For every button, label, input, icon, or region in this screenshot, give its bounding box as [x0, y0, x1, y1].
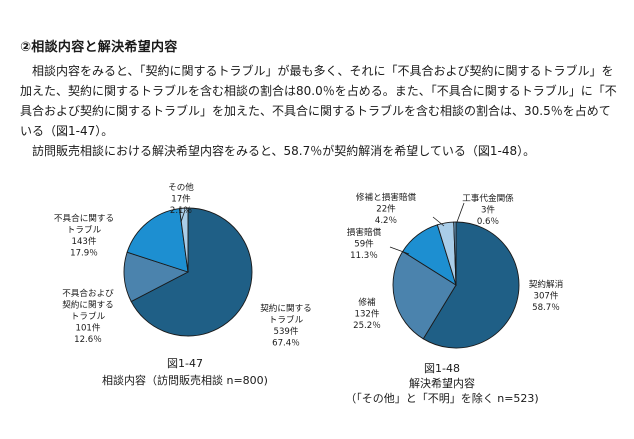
chart2-slice-2-label-line: 修補 [358, 296, 376, 308]
chart2-caption-subtitle: （「その他」と「不明」を除く n=523) [345, 391, 538, 405]
paragraph-1: 相談内容をみると、「契約に関するトラブル」が最も多く、それに「不具合および契約に… [20, 64, 617, 138]
chart2-slice-4-label-line: 22件 [376, 203, 396, 215]
chart1-slice-3-label: 不具合に関するトラブル 143件 17.9％ [54, 212, 114, 259]
chart2-slice-1-label-line: 契約解消 [529, 278, 564, 290]
chart2-slice-1-label-line: 307件 [534, 290, 559, 302]
chart1-slice-4-label-line: その他 [168, 181, 194, 193]
chart1-slice-4-leader-line [180, 209, 186, 223]
chart1-slice-4-label-line: 2.1％ [170, 205, 192, 216]
chart2-slice-3-leader-line [389, 246, 410, 255]
chart1-caption-title: 相談内容（訪問販売相談 n=800) [102, 373, 268, 387]
chart1-slice-3-label-line: 17.9％ [70, 248, 98, 259]
chart2-slice-2-label-line: 25.2％ [353, 320, 381, 331]
chart2-slice-3-label-line: 59件 [354, 238, 374, 250]
chart1-slice-1-label: 契約に関するトラブル 539件 67.4％ [260, 302, 312, 349]
chart2-slice-5 [453, 221, 457, 286]
chart1-slice-1-label-line: 67.4％ [272, 338, 300, 349]
chart2-slice-5-label-line: 工事代金関係 [462, 192, 514, 204]
chart1-slice-4 [178, 207, 189, 273]
pie-chart-consultation-content: 契約に関するトラブル 539件 67.4％不具合および契約に関するトラブル 101件 1… [54, 181, 312, 349]
chart2-slice-4-leader-line [432, 216, 445, 227]
chart2-slice-3-label-line: 損害賠償 [347, 226, 382, 238]
chart2-slice-1-label: 契約解消 307件 58.7％ [529, 278, 564, 313]
chart1-slice-4-label: その他 17件 2.1％ [168, 181, 194, 216]
chart2-slice-1 [422, 221, 520, 349]
section-heading: ②相談内容と解決希望内容 [20, 40, 178, 55]
chart1-slice-2-label: 不具合および契約に関するトラブル 101件 12.6％ [62, 287, 114, 345]
chart2-slice-3-label: 損害賠償 59件 11.3％ [347, 226, 382, 261]
chart2-caption-number: 図1-48 [424, 362, 460, 375]
pie-chart-desired-resolution: 契約解消 307件 58.7％修補 132件 25.2％損害賠償 59件 11.3％修補と損… [347, 191, 564, 349]
chart2-caption-title: 解決希望内容 [409, 376, 475, 390]
chart2-slice-4-label-line: 修補と損害賠償 [356, 191, 417, 203]
chart2-slice-2-label-line: 132件 [355, 308, 380, 320]
chart1-slice-1-label-line: 539件 [274, 325, 299, 337]
chart1-slice-2-label-line: トラブル [71, 310, 106, 322]
chart1-slice-1 [130, 207, 253, 337]
chart1-slice-1-label-line: トラブル [269, 314, 304, 326]
chart1-slice-4-label-line: 17件 [171, 193, 191, 205]
chart2-slice-1-label-line: 58.7％ [532, 302, 560, 313]
chart2-slice-5-leader-line [456, 202, 465, 223]
chart1-slice-2-label-line: 不具合および [62, 287, 114, 299]
chart1-slice-3 [126, 208, 189, 273]
document-body: ②相談内容と解決希望内容 相談内容をみると、「契約に関するトラブル」が最も多く、… [20, 36, 620, 161]
chart1-caption-number: 図1-47 [167, 357, 203, 370]
chart1-slice-3-label-line: 不具合に関する [54, 212, 114, 224]
chart2-slice-5-label: 工事代金関係 3件 0.6％ [462, 192, 514, 227]
chart1-slice-1-label-line: 契約に関する [260, 302, 312, 314]
chart2-slice-2-label: 修補 132件 25.2％ [353, 296, 381, 331]
chart1-slice-2-label-line: 契約に関する [62, 299, 114, 311]
chart1-slice-2-label-line: 101件 [76, 322, 101, 334]
chart2-slice-5-label-line: 0.6％ [477, 216, 499, 227]
chart1-slice-3-label-line: トラブル [67, 224, 102, 236]
chart2-slice-3-label-line: 11.3％ [350, 250, 378, 261]
chart1-slice-3-label-line: 143件 [72, 235, 97, 247]
chart2-slice-4-label: 修補と損害賠償 22件 4.2％ [356, 191, 417, 226]
paragraph-2: 訪問販売相談における解決希望内容をみると、58.7％が契約解消を希望している（図… [32, 144, 536, 158]
chart1-slice-2-label-line: 12.6％ [74, 334, 102, 345]
chart2-slice-5-label-line: 3件 [481, 204, 495, 216]
chart2-slice-2 [392, 250, 457, 340]
chart2-slice-4-label-line: 4.2％ [375, 215, 397, 226]
